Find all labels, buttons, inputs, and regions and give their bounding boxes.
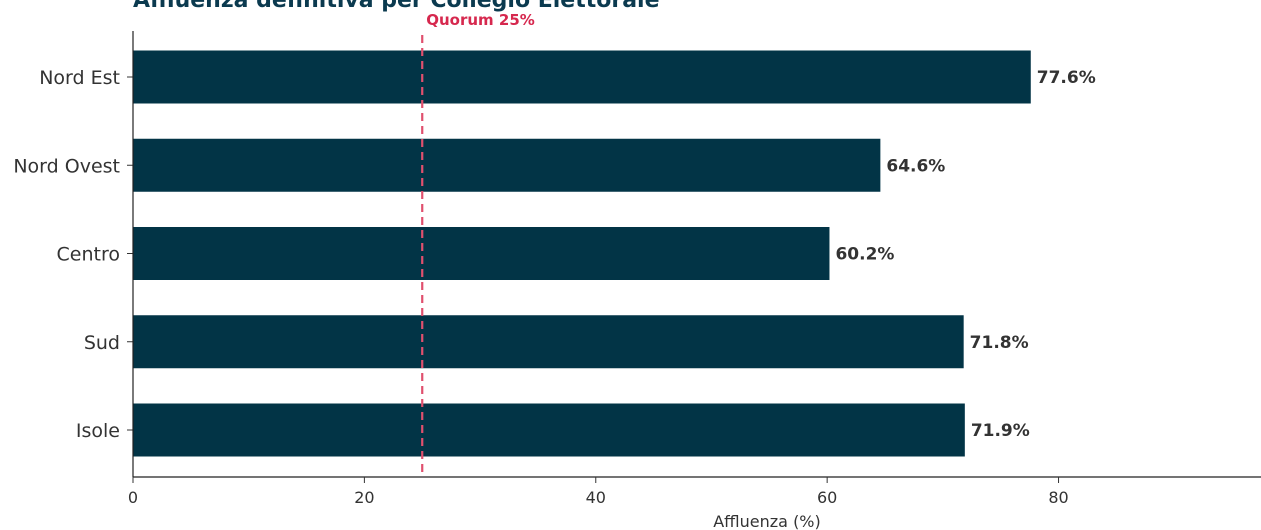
bar-0 — [133, 50, 1031, 104]
x-tick-label-4: 80 — [1048, 488, 1068, 507]
x-axis-label: Affluenza (%) — [713, 512, 821, 530]
x-tick-label-3: 60 — [817, 488, 837, 507]
bar-1 — [133, 138, 881, 192]
bar-4 — [133, 403, 965, 457]
category-label-1: Nord Ovest — [13, 155, 120, 177]
value-label-4: 71.9% — [971, 421, 1030, 441]
bar-3 — [133, 315, 964, 369]
value-label-2: 60.2% — [835, 245, 894, 265]
x-tick-label-1: 20 — [354, 488, 374, 507]
category-label-4: Isole — [76, 420, 120, 442]
x-tick-label-2: 40 — [586, 488, 606, 507]
bar-2 — [133, 227, 830, 280]
value-label-0: 77.6% — [1037, 68, 1096, 88]
x-tick-label-0: 0 — [128, 488, 138, 507]
value-label-3: 71.8% — [970, 333, 1029, 353]
quorum-label: Quorum 25% — [426, 11, 535, 29]
category-label-2: Centro — [57, 244, 120, 266]
category-label-3: Sud — [84, 332, 120, 354]
category-label-0: Nord Est — [39, 67, 120, 89]
value-label-1: 64.6% — [886, 156, 945, 176]
chart-title: Affluenza definitiva per Collegio Eletto… — [133, 0, 660, 13]
